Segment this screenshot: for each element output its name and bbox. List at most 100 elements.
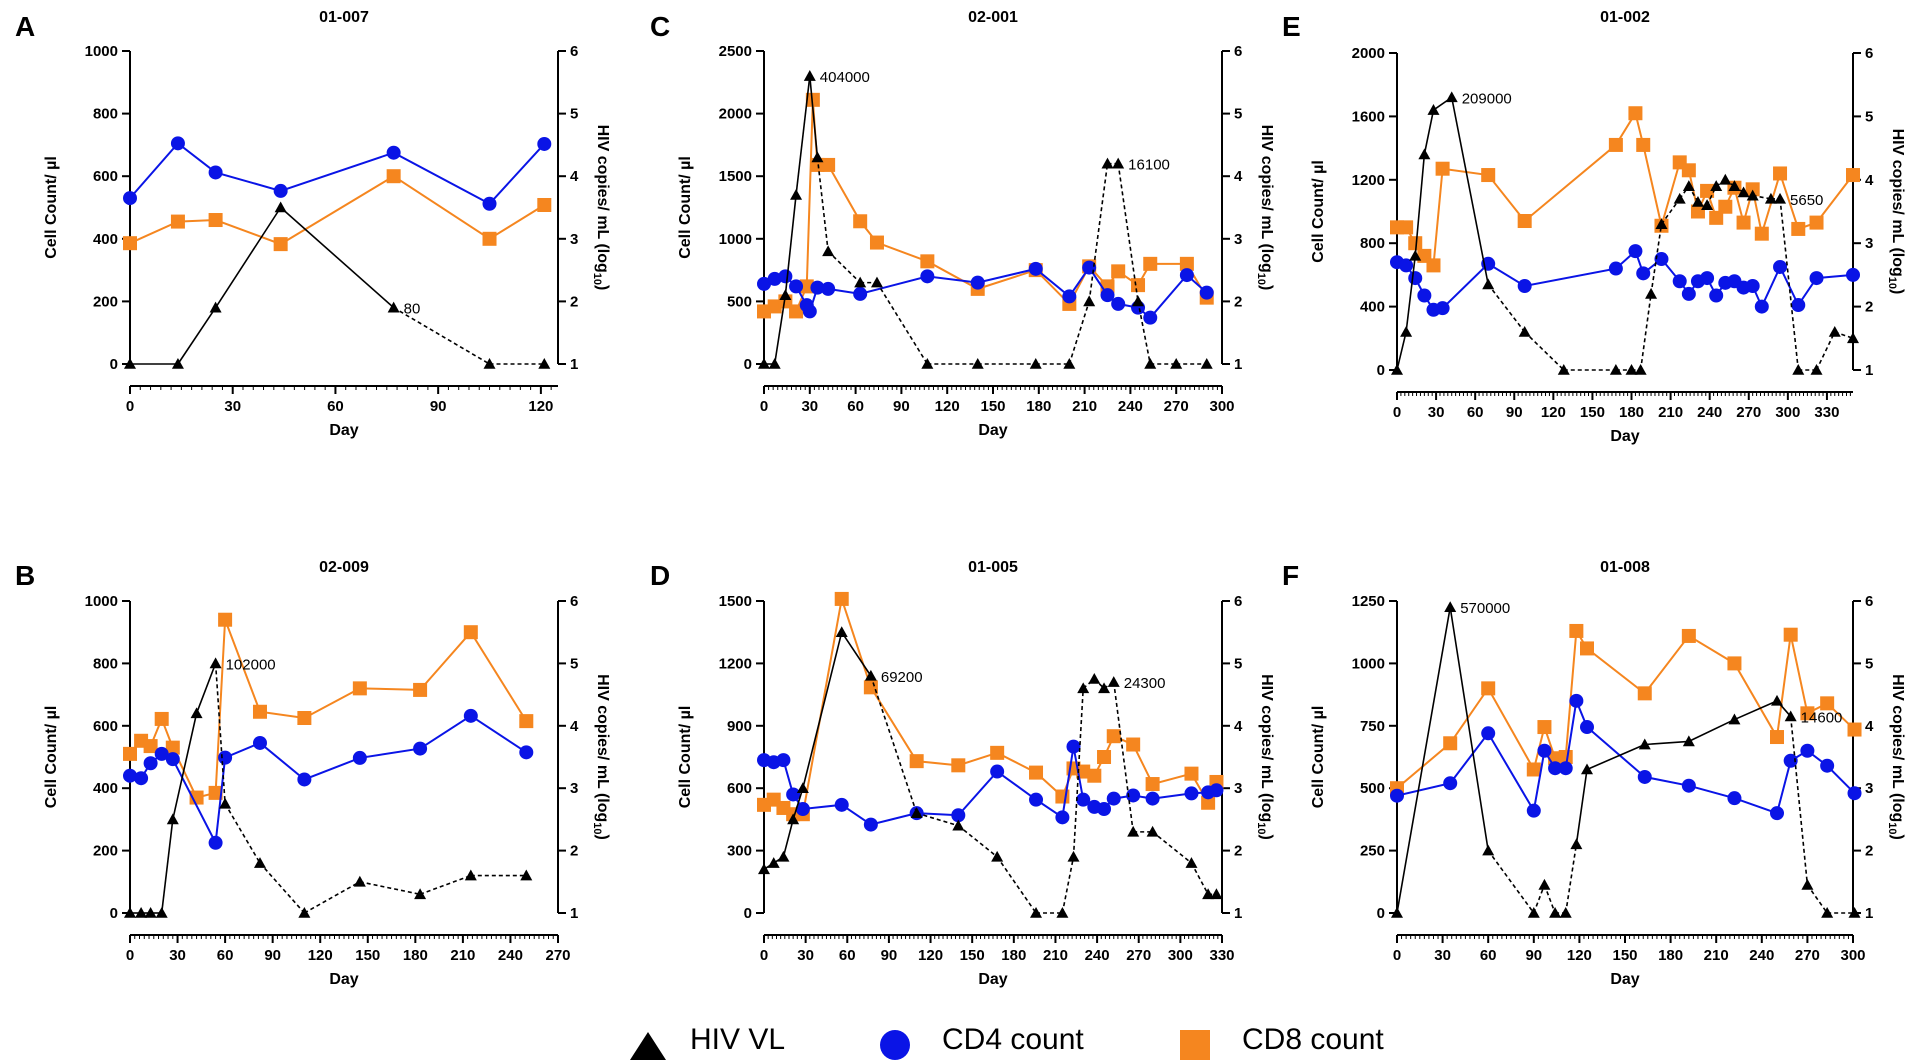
cd4-point [1558,761,1573,776]
left-tick-label: 800 [1360,235,1385,252]
hiv-segment [1396,331,1407,371]
right-tick-label: 3 [1234,231,1242,248]
hiv-point [1077,682,1090,694]
right-axis-label: HIV copies/ mL (log10) [1255,674,1275,840]
cd4-point [1399,258,1414,273]
cd8-point [1727,656,1742,671]
x-tick-label: 30 [801,398,818,415]
cd8-point [123,746,137,761]
right-tick-label: 4 [570,168,579,185]
hiv-point [1701,199,1714,210]
hiv-segment [1660,198,1681,225]
cd8-point [1783,627,1798,642]
left-tick-label: 900 [727,718,752,735]
hiv-point [1056,907,1069,918]
cd8-point [1770,730,1784,745]
cd4-point [1681,286,1696,301]
cd8-point [1690,204,1705,219]
cd4-point [757,276,771,291]
cd8-point [123,236,137,251]
hiv-point [1764,192,1777,204]
left-tick-label: 500 [727,293,752,310]
hiv-segment [1061,856,1075,914]
hiv-segment [1789,716,1809,885]
cd4-point [1727,791,1742,806]
x-tick-label: 330 [1814,404,1839,421]
hiv-point [796,782,809,793]
cd4-point [297,772,312,787]
right-tick-label: 3 [1234,780,1242,797]
x-tick-label: 0 [126,398,134,415]
x-tick-label: 0 [1393,404,1401,421]
x-tick-label: 0 [760,398,768,415]
cd4-point [1082,260,1097,275]
cd4-point [1145,791,1160,806]
hiv-segment [195,663,217,714]
panel-title: 01-002 [1600,9,1650,26]
hiv-point [1132,295,1145,307]
x-tick-label: 150 [960,947,985,964]
x-tick-label: 300 [1168,947,1193,964]
x-axis-label: Day [1610,971,1639,988]
cd8-point [805,92,820,107]
cd8-point [252,704,267,719]
hiv-point [387,301,400,313]
left-tick-label: 1200 [1352,172,1385,189]
cd4-point [1548,761,1563,776]
hiv-segment [957,825,998,858]
x-tick-label: 180 [1001,947,1026,964]
cd4-point [1537,743,1552,758]
right-tick-label: 5 [1865,655,1873,672]
hiv-point [864,669,877,681]
left-tick-label: 0 [744,356,752,373]
x-tick-label: 60 [839,947,856,964]
right-tick-label: 6 [1234,593,1242,610]
cd4-point [154,746,169,761]
cd4-point [1435,301,1450,316]
hiv-point [1482,278,1495,290]
right-tick-label: 5 [570,106,578,123]
hiv-point [854,276,867,288]
hiv-point [835,626,848,637]
hiv-point [414,888,427,900]
x-tick-label: 120 [1541,404,1566,421]
cd8-point [1628,106,1643,121]
cd4-point [1783,753,1798,768]
hiv-point [1638,738,1651,750]
x-axis-label: Day [978,422,1007,439]
cd8-point [920,254,935,269]
x-axis-label: Day [329,971,358,988]
cd8-point [1426,258,1441,273]
cd4-point [821,281,836,296]
cd8-line [129,175,545,246]
cd4-point [776,753,791,768]
hiv-point [538,358,551,369]
right-tick-label: 3 [1865,780,1873,797]
hiv-point [190,707,203,719]
right-tick-label: 4 [570,718,579,735]
cd8-point [1179,256,1194,271]
cd8-point [1700,183,1715,198]
legend-cd4-marker [880,1030,910,1060]
hiv-segment [795,75,811,196]
hiv-point [1200,358,1213,369]
right-tick-label: 5 [1234,655,1242,672]
hiv-point [803,70,816,81]
x-tick-label: 0 [1393,947,1401,964]
hiv-point [124,358,136,369]
cd4-point [1143,310,1158,325]
hiv-segment [1487,283,1526,333]
cd8-point [1558,750,1573,764]
right-tick-label: 3 [570,780,578,797]
hiv-point [1645,287,1658,299]
cd4-point [970,275,985,290]
right-tick-label: 2 [570,293,578,310]
right-tick-label: 6 [1865,45,1873,62]
cd4-point [1672,274,1687,289]
cd8-point [1111,264,1126,279]
hiv-point [144,907,157,918]
x-tick-label: 240 [1118,398,1143,415]
cd8-point [1087,768,1102,783]
hiv-point [1107,676,1120,687]
cd8-point [386,169,401,184]
